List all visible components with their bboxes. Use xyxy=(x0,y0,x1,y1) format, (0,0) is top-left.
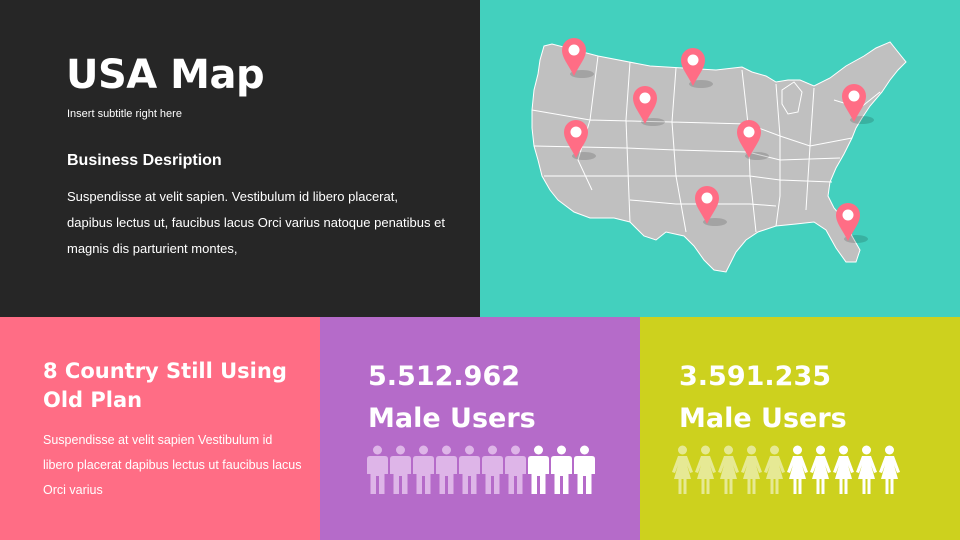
location-pin-icon xyxy=(681,48,713,88)
female-users-label: Male Users xyxy=(679,403,847,434)
location-pin-icon xyxy=(695,186,727,226)
plan-heading: 8 Country Still Using Old Plan xyxy=(43,359,287,412)
female-person-icon xyxy=(694,445,717,500)
male-person-icon xyxy=(435,445,458,500)
male-users-number: 5.512.962 xyxy=(368,361,521,392)
male-person-icon xyxy=(458,445,481,500)
female-users-number: 3.591.235 xyxy=(679,361,832,392)
plan-panel: 8 Country Still Using Old Plan Suspendis… xyxy=(0,317,320,540)
male-users-panel: 5.512.962 Male Users xyxy=(320,317,640,540)
male-person-icon xyxy=(366,445,389,500)
female-person-icon xyxy=(878,445,901,500)
male-person-icon xyxy=(504,445,527,500)
female-person-icon xyxy=(855,445,878,500)
plan-text: Suspendisse at velit sapien Vestibulum i… xyxy=(43,433,302,497)
male-users-stat: 5.512.962 Male Users xyxy=(368,356,536,440)
description-text: Suspendisse at velit sapien. Vestibulum … xyxy=(67,189,445,256)
female-users-stat: 3.591.235 Male Users xyxy=(679,356,847,440)
male-person-icon xyxy=(412,445,435,500)
female-person-icon xyxy=(763,445,786,500)
male-people-row xyxy=(366,445,596,500)
female-person-icon xyxy=(809,445,832,500)
map-panel xyxy=(480,0,960,317)
female-person-icon xyxy=(786,445,809,500)
male-person-icon xyxy=(389,445,412,500)
male-person-icon xyxy=(527,445,550,500)
page-subtitle: Insert subtitle right here xyxy=(67,108,182,120)
male-users-label: Male Users xyxy=(368,403,536,434)
location-pin-icon xyxy=(836,203,868,243)
intro-panel: USA Map Insert subtitle right here Busin… xyxy=(0,0,480,317)
location-pin-icon xyxy=(562,38,594,78)
female-users-panel: 3.591.235 Male Users xyxy=(640,317,960,540)
location-pin-icon xyxy=(633,86,665,126)
female-person-icon xyxy=(671,445,694,500)
location-pin-icon xyxy=(737,120,769,160)
male-person-icon xyxy=(573,445,596,500)
location-pin-icon xyxy=(842,84,874,124)
male-person-icon xyxy=(550,445,573,500)
female-person-icon xyxy=(832,445,855,500)
map-pins xyxy=(562,38,874,243)
usa-map xyxy=(531,38,907,273)
female-person-icon xyxy=(740,445,763,500)
female-people-row xyxy=(671,445,901,500)
location-pin-icon xyxy=(564,120,596,160)
female-person-icon xyxy=(717,445,740,500)
male-person-icon xyxy=(481,445,504,500)
description-heading: Business Desription xyxy=(67,152,222,169)
page-title: USA Map xyxy=(66,52,265,98)
